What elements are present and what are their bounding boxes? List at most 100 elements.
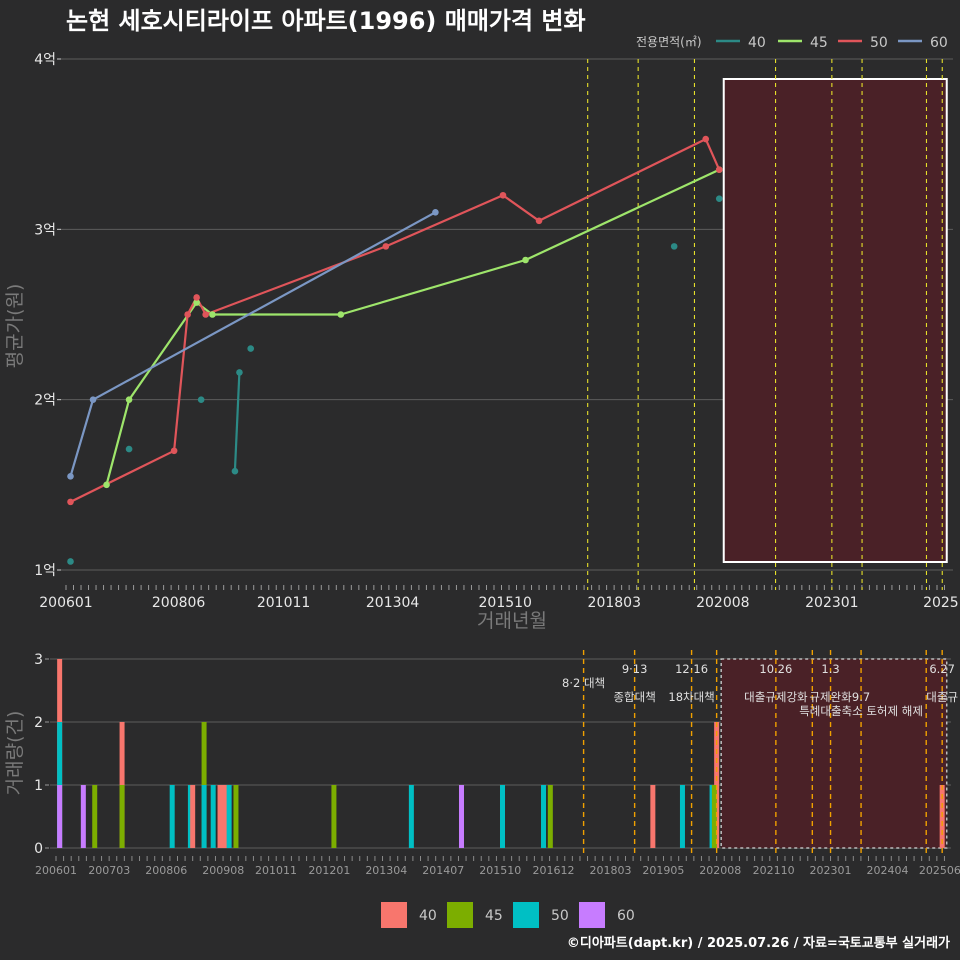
legend-label-40: 40 <box>748 35 766 51</box>
policy-event-label: 특례대출축소 토허제 해제 <box>799 704 923 718</box>
volume-bar-45 <box>331 785 337 848</box>
policy-event-label: 6.27 <box>929 662 955 676</box>
series-point-40 <box>670 243 678 250</box>
series-point-50 <box>715 166 723 174</box>
series-point-40 <box>236 369 243 376</box>
series-point-60 <box>67 473 74 480</box>
footer-credit: ©디아파트(dapt.kr) / 2025.07.26 / 자료=국토교통부 실… <box>567 935 950 951</box>
top-y-ticks: 1억 2억 3억 4억 <box>34 52 61 579</box>
top-series-lines <box>69 138 721 503</box>
volume-bar-40 <box>222 785 228 848</box>
chart-title: 논현 세호시티라이프 아파트(1996) 매매가격 변화 <box>66 7 586 35</box>
bottom-x-tick-label: 200601 <box>35 864 77 877</box>
series-point-50 <box>184 311 191 318</box>
policy-event-label: 12·16 <box>675 662 708 676</box>
volume-bar-50 <box>408 785 414 848</box>
volume-bar-50 <box>226 785 232 848</box>
top-y-tick-label: 4억 <box>34 52 56 68</box>
policy-event-label: 9·13 <box>622 662 648 676</box>
top-x-tick-label: 202301 <box>805 595 858 611</box>
volume-bar-50 <box>169 785 175 848</box>
series-point-40 <box>67 558 74 565</box>
bottom-y-tick-label: 2 <box>34 715 43 731</box>
volume-bar-45 <box>547 785 553 848</box>
top-x-tick-label: 202008 <box>696 595 749 611</box>
top-grid <box>60 58 953 590</box>
volume-bar-50 <box>210 785 216 848</box>
top-x-axis-title: 거래년월 <box>477 610 547 632</box>
volume-bar-45 <box>119 785 125 848</box>
bottom-legend: 40 45 50 60 <box>381 902 635 928</box>
volume-bar-45 <box>711 785 717 848</box>
volume-bar-45 <box>233 785 239 848</box>
series-point-60 <box>89 396 97 403</box>
series-point-60 <box>432 209 439 216</box>
series-point-40 <box>231 467 239 475</box>
top-y-axis-title: 평균가(원) <box>4 284 26 369</box>
bottom-x-tick-label: 201304 <box>365 864 407 877</box>
volume-bar-50 <box>201 785 207 848</box>
series-point-50 <box>202 311 209 318</box>
policy-event-label: 대출규 <box>926 690 958 704</box>
top-y-tick-label: 3억 <box>34 222 56 238</box>
bottom-x-tick-label: 202301 <box>810 864 852 877</box>
bottom-x-tick-label: 202008 <box>699 864 741 877</box>
top-x-tick-label: 2025 <box>923 595 959 611</box>
series-point-45 <box>522 256 529 264</box>
policy-event-label: 1.3 <box>821 662 839 676</box>
top-shade-rect <box>722 78 948 563</box>
bottom-x-tick-label: 201201 <box>308 864 350 877</box>
policy-event-label: 종합대책 <box>613 690 655 704</box>
top-shade-region <box>722 78 948 563</box>
bottom-x-tick-label: 202506 <box>919 864 960 877</box>
volume-bar-60 <box>57 785 63 848</box>
top-x-tick-label: 201011 <box>257 595 310 611</box>
bottom-legend-label-50: 50 <box>551 908 569 924</box>
policy-event-label: 8·2 대책 <box>562 676 605 690</box>
policy-event-label: 9.7 <box>852 690 870 704</box>
bottom-y-tick-label: 3 <box>34 652 43 668</box>
series-line-60 <box>69 211 436 477</box>
bottom-x-tick-label: 201510 <box>479 864 521 877</box>
volume-bar-40 <box>217 785 223 848</box>
top-x-tick-label: 200806 <box>152 595 206 611</box>
legend-label-45: 45 <box>810 35 828 51</box>
volume-bar-50 <box>500 785 505 848</box>
bottom-x-tick-label: 200908 <box>202 864 244 877</box>
series-point-45 <box>193 299 200 306</box>
series-point-40 <box>247 345 255 352</box>
policy-event-label: 18차대책 <box>668 690 714 704</box>
series-point-45 <box>125 396 133 403</box>
top-series-points <box>67 135 723 565</box>
top-legend: 전용면적(㎡) 40 45 50 60 <box>636 35 948 51</box>
top-x-tick-label: 201304 <box>366 595 420 611</box>
series-point-50 <box>535 217 543 225</box>
bottom-legend-label-40: 40 <box>419 908 437 924</box>
series-point-50 <box>702 135 710 143</box>
policy-event-label: 규제완화 <box>809 690 852 704</box>
legend-label-60: 60 <box>930 35 948 51</box>
top-x-tick-label: 201803 <box>588 595 641 611</box>
series-point-40 <box>197 396 205 403</box>
legend-label-50: 50 <box>870 35 888 51</box>
series-point-50 <box>499 191 507 199</box>
volume-bar-40 <box>190 785 196 848</box>
bottom-x-tick-label: 201011 <box>255 864 297 877</box>
bottom-x-tick-label: 201905 <box>642 864 684 877</box>
bottom-x-tick-label: 201612 <box>533 864 575 877</box>
volume-bar-45 <box>92 785 98 848</box>
bottom-x-tick-label: 201803 <box>589 864 631 877</box>
series-point-45 <box>337 311 345 318</box>
policy-event-label: 대출규제강화 <box>744 690 808 704</box>
bottom-legend-key-45 <box>447 902 473 928</box>
bottom-legend-label-60: 60 <box>617 908 635 924</box>
bottom-y-tick-label: 0 <box>34 841 43 857</box>
bottom-y-tick-label: 1 <box>34 778 43 794</box>
series-point-50 <box>67 498 74 506</box>
series-line-50 <box>70 138 721 503</box>
top-y-tick-label: 1억 <box>34 563 56 579</box>
volume-bar-60 <box>458 785 464 848</box>
policy-event-label: 10.26 <box>759 662 792 676</box>
top-x-tick-label: 201510 <box>479 595 532 611</box>
bottom-x-tick-label: 200806 <box>145 864 187 877</box>
